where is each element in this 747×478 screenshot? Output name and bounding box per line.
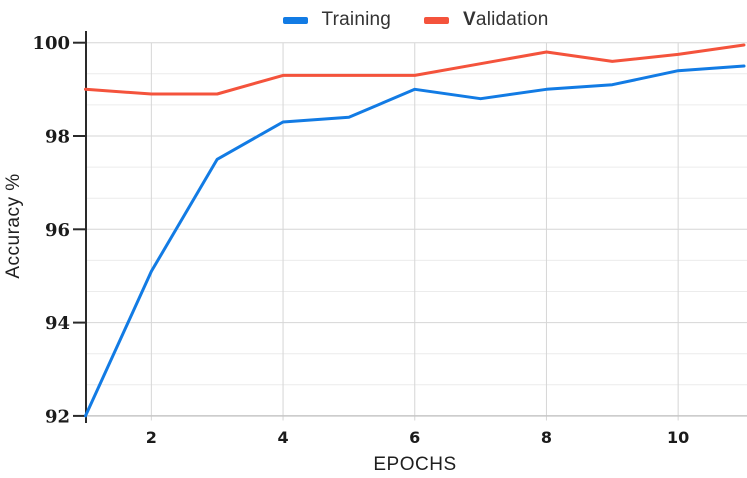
x-tick-label: 8 xyxy=(541,428,552,447)
validation-series-swatch xyxy=(424,16,450,24)
x-tick-label: 4 xyxy=(277,428,288,447)
legend-label-training: Training xyxy=(321,9,392,30)
legend: Training Validation xyxy=(86,9,745,31)
x-tick-label: 6 xyxy=(409,428,420,447)
validation-line xyxy=(84,43,746,96)
y-tick-label: 94 xyxy=(45,313,70,334)
legend-label-validation: Validation xyxy=(463,9,549,30)
legend-item-validation: Validation xyxy=(424,9,548,31)
x-axis-title: EPOCHS xyxy=(373,454,456,475)
legend-item-training: Training xyxy=(282,9,392,31)
y-axis-title: Accuracy % xyxy=(3,173,24,278)
training-series-swatch xyxy=(282,16,308,24)
training-line xyxy=(84,64,746,418)
y-tick-label: 96 xyxy=(45,220,70,241)
x-tick-label: 2 xyxy=(146,428,157,447)
y-tick-label: 100 xyxy=(32,33,70,54)
y-tick-label: 92 xyxy=(45,406,70,427)
x-tick-label: 10 xyxy=(667,428,689,447)
y-tick-label: 98 xyxy=(45,127,70,148)
